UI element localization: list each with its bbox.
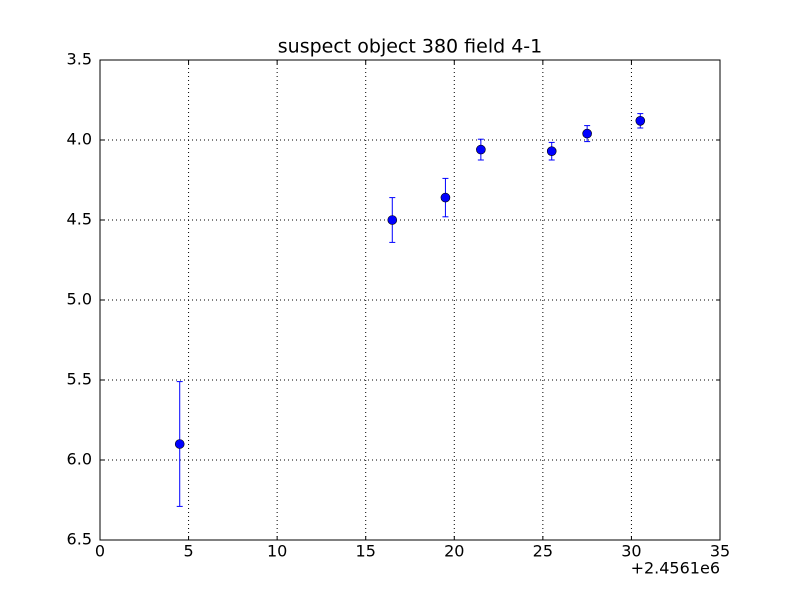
data-point [174,439,185,449]
y-tick-label: 4.5 [67,210,92,229]
x-tick-label: 20 [444,542,464,561]
data-point [635,116,646,126]
x-tick-label: 10 [267,542,287,561]
y-tick-label: 3.5 [67,50,92,69]
x-tick-label: 5 [183,542,193,561]
x-tick-label: 25 [533,542,553,561]
y-tick-label: 6.5 [67,530,92,549]
data-point [440,192,451,203]
x-tick-label: 30 [621,542,641,561]
y-tick-label: 5.0 [67,290,92,309]
y-tick-label: 6.0 [67,450,92,469]
data-point [546,146,557,156]
data-point [476,144,486,155]
plot-frame [99,59,721,541]
x-tick-label: 35 [710,542,730,561]
y-tick-label: 5.5 [67,370,92,389]
chart-title: suspect object 380 field 4-1 [278,36,543,58]
y-tick-label: 4.0 [67,130,92,149]
x-tick-label: 15 [356,542,376,561]
x-offset-label: +2.4561e6 [631,559,720,578]
data-point [387,215,398,225]
data-point [582,128,592,139]
x-tick-label: 0 [95,542,105,561]
